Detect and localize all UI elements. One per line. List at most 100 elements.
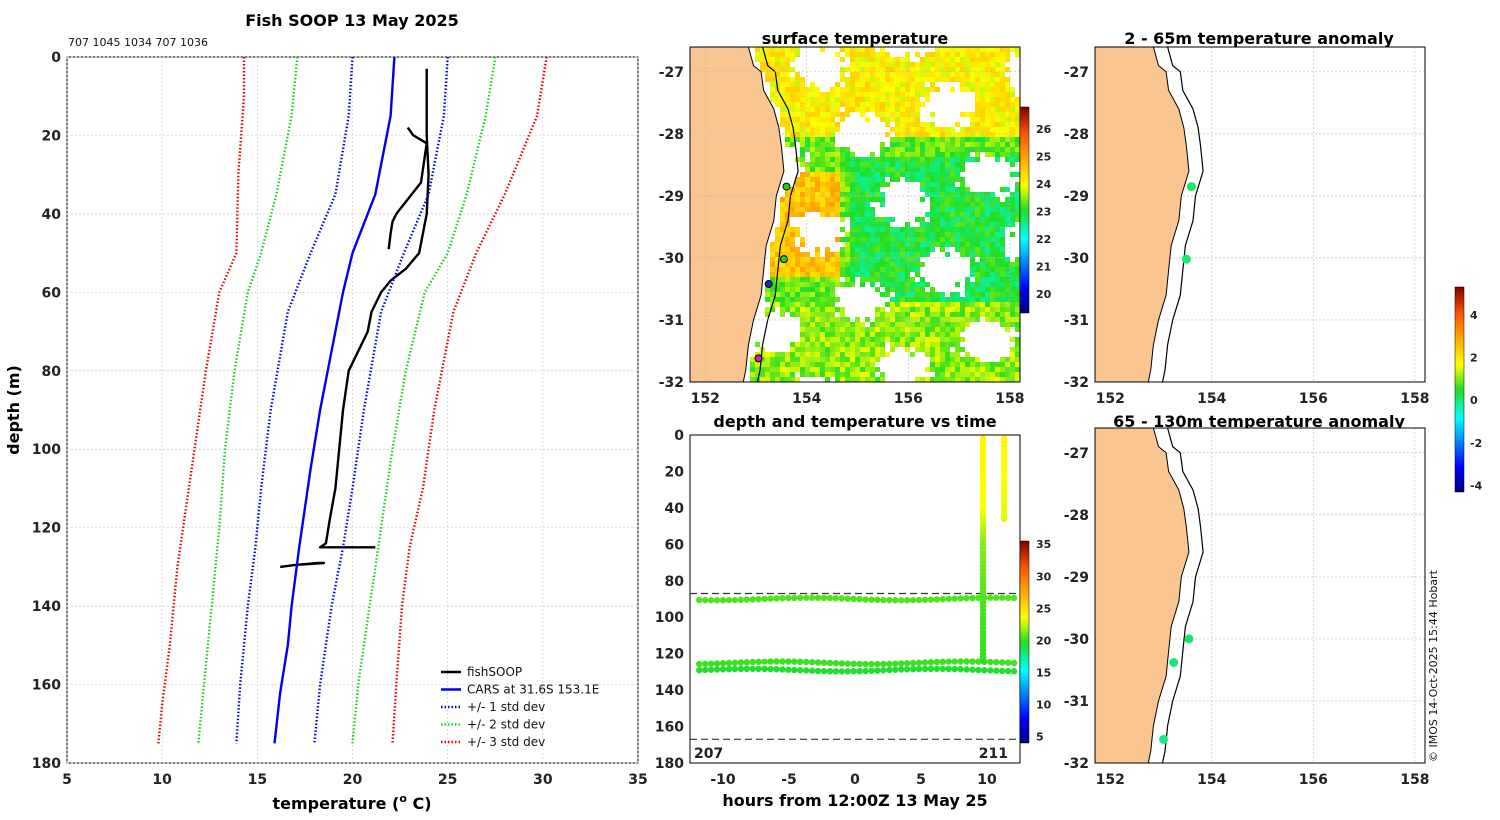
sst-cell <box>840 247 845 252</box>
sst-cell <box>875 157 880 162</box>
sst-cell <box>850 227 855 232</box>
sst-cell <box>780 117 785 122</box>
sst-cell <box>940 212 945 217</box>
sst-cell <box>845 187 850 192</box>
sst-cell <box>950 227 955 232</box>
sst-cell <box>1010 347 1015 352</box>
sst-cell <box>900 67 905 72</box>
sst-cell <box>1010 147 1015 152</box>
sst-cell <box>985 77 990 82</box>
sst-cell <box>835 167 840 172</box>
sst-cell <box>845 112 850 117</box>
sst-cell <box>915 97 920 102</box>
sst-cell <box>840 202 845 207</box>
sst-cell <box>905 242 910 247</box>
sst-cell <box>1005 47 1010 52</box>
depth-time-colorbar-label: 10 <box>1036 699 1052 712</box>
sst-cell <box>830 182 835 187</box>
sst-cell <box>840 57 845 62</box>
sst-cell <box>855 187 860 192</box>
sst-cell <box>890 332 895 337</box>
sst-cell <box>930 352 935 357</box>
sst-cell <box>950 297 955 302</box>
sst-cell <box>930 67 935 72</box>
sst-cell <box>1005 367 1010 372</box>
sst-cell <box>810 157 815 162</box>
sst-cell <box>975 122 980 127</box>
sst-cell <box>770 292 775 297</box>
sst-cell <box>790 362 795 367</box>
profile-title: Fish SOOP 13 May 2025 <box>245 11 459 30</box>
sst-cell <box>1010 277 1015 282</box>
sst-cell <box>815 282 820 287</box>
sst-cell <box>875 172 880 177</box>
anomaly-deep-anomaly-point <box>1184 634 1194 644</box>
sst-cell <box>845 92 850 97</box>
sst-cell <box>925 302 930 307</box>
sst-cell <box>840 72 845 77</box>
sst-cell <box>985 62 990 67</box>
sst-cell <box>930 187 935 192</box>
depth-time-point <box>743 659 750 666</box>
sst-cell <box>920 247 925 252</box>
depth-time-point <box>1000 515 1008 523</box>
sst-cell <box>995 117 1000 122</box>
sst-cell <box>780 222 785 227</box>
sst-cell <box>915 167 920 172</box>
sst-cell <box>950 132 955 137</box>
sst-cell <box>795 102 800 107</box>
depth-time-point <box>951 658 958 665</box>
sst-cell <box>865 72 870 77</box>
sst-cell <box>890 162 895 167</box>
sst-cell <box>865 337 870 342</box>
sst-cell <box>880 192 885 197</box>
sst-cell <box>780 77 785 82</box>
depth-time-point <box>844 668 851 675</box>
sst-cell <box>1005 112 1010 117</box>
profile-xlabel: temperature (o C) <box>272 792 431 813</box>
sst-cell <box>890 157 895 162</box>
depth-time-point <box>791 666 798 674</box>
sst-cell <box>995 132 1000 137</box>
sst-cell <box>820 282 825 287</box>
sst-cell <box>905 317 910 322</box>
sst-cell <box>910 342 915 347</box>
sst-cell <box>890 322 895 327</box>
sst-cell <box>785 132 790 137</box>
sst-cell <box>875 272 880 277</box>
sst-cell <box>825 132 830 137</box>
sst-cell <box>870 352 875 357</box>
anomaly-shallow-land <box>1095 47 1190 382</box>
sst-cell <box>915 247 920 252</box>
depth-time-title: depth and temperature vs time <box>713 412 996 431</box>
sst-cell <box>820 122 825 127</box>
sst-cell <box>875 67 880 72</box>
sst-cell <box>840 92 845 97</box>
sst-cell <box>800 97 805 102</box>
sst-cell <box>765 72 770 77</box>
sst-cell <box>965 207 970 212</box>
sst-cell <box>820 272 825 277</box>
sst-cell <box>960 212 965 217</box>
sst-cell <box>1005 197 1010 202</box>
sst-cell <box>995 287 1000 292</box>
sst-cell <box>860 167 865 172</box>
depth-time-point <box>826 668 834 675</box>
sst-cell <box>1005 257 1010 262</box>
sst-cell <box>850 172 855 177</box>
sst-map-panel: surface temperature 152 154 156 158-27-28-2… <box>659 29 1052 407</box>
sst-cell <box>945 47 950 52</box>
depth-time-point <box>957 595 964 602</box>
sst-cell <box>955 342 960 347</box>
depth-time-point <box>915 665 923 673</box>
sst-cell <box>970 292 975 297</box>
sst-cell <box>860 232 865 237</box>
sst-cell <box>980 77 985 82</box>
sst-cell <box>920 157 925 162</box>
sst-cell <box>815 172 820 177</box>
sst-cell <box>890 142 895 147</box>
sst-cell <box>985 307 990 312</box>
depth-time-point <box>868 596 875 603</box>
sst-cell <box>780 92 785 97</box>
sst-cell <box>840 77 845 82</box>
